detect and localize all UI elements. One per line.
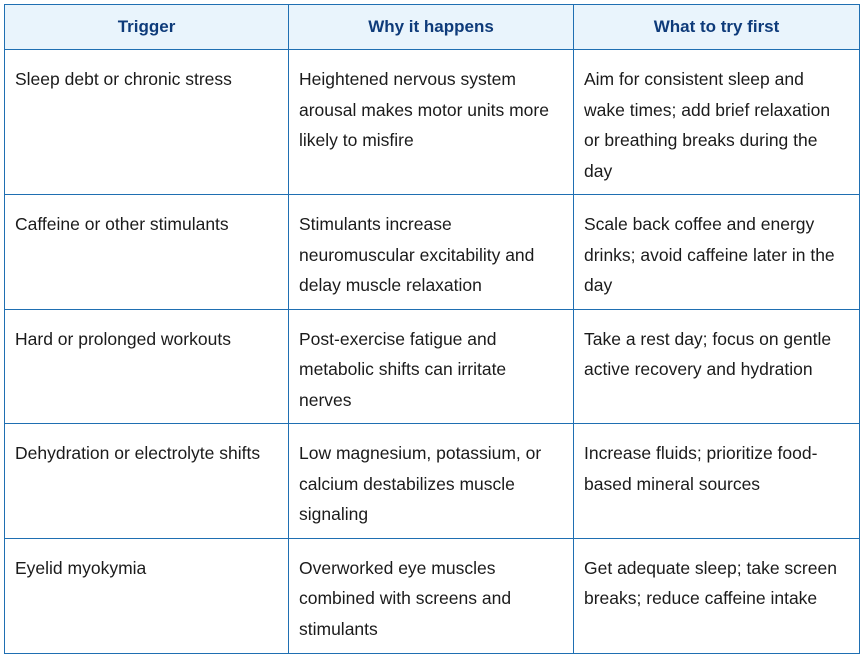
trigger-cell: Sleep debt or chronic stress [4, 49, 289, 195]
table-row: Caffeine or other stimulants Stimulants … [4, 194, 860, 310]
trigger-cell: Hard or prolonged workouts [4, 308, 289, 424]
column-header-why: Why it happens [288, 4, 574, 50]
triggers-table: Trigger Why it happens What to try first… [4, 4, 860, 654]
action-cell: Get adequate sleep; take screen breaks; … [573, 537, 860, 654]
table-row: Hard or prolonged workouts Post-exercise… [4, 308, 860, 424]
action-cell: Aim for consistent sleep and wake times;… [573, 49, 860, 195]
action-cell: Increase fluids; prioritize food-based m… [573, 423, 860, 539]
reason-cell: Post-exercise fatigue and metabolic shif… [288, 308, 574, 424]
reason-cell: Heightened nervous system arousal makes … [288, 49, 574, 195]
reason-cell: Stimulants increase neuromuscular excita… [288, 194, 574, 310]
action-cell: Scale back coffee and energy drinks; avo… [573, 194, 860, 310]
trigger-cell: Caffeine or other stimulants [4, 194, 289, 310]
table-row: Eyelid myokymia Overworked eye muscles c… [4, 537, 860, 654]
trigger-cell: Dehydration or electrolyte shifts [4, 423, 289, 539]
reason-cell: Low magnesium, potassium, or calcium des… [288, 423, 574, 539]
header-row: Trigger Why it happens What to try first [4, 4, 860, 50]
action-cell: Take a rest day; focus on gentle active … [573, 308, 860, 424]
trigger-cell: Eyelid myokymia [4, 537, 289, 654]
column-header-trigger: Trigger [4, 4, 289, 50]
table-row: Dehydration or electrolyte shifts Low ma… [4, 423, 860, 539]
table-row: Sleep debt or chronic stress Heightened … [4, 49, 860, 195]
column-header-what-to-try: What to try first [573, 4, 860, 50]
reason-cell: Overworked eye muscles combined with scr… [288, 537, 574, 654]
